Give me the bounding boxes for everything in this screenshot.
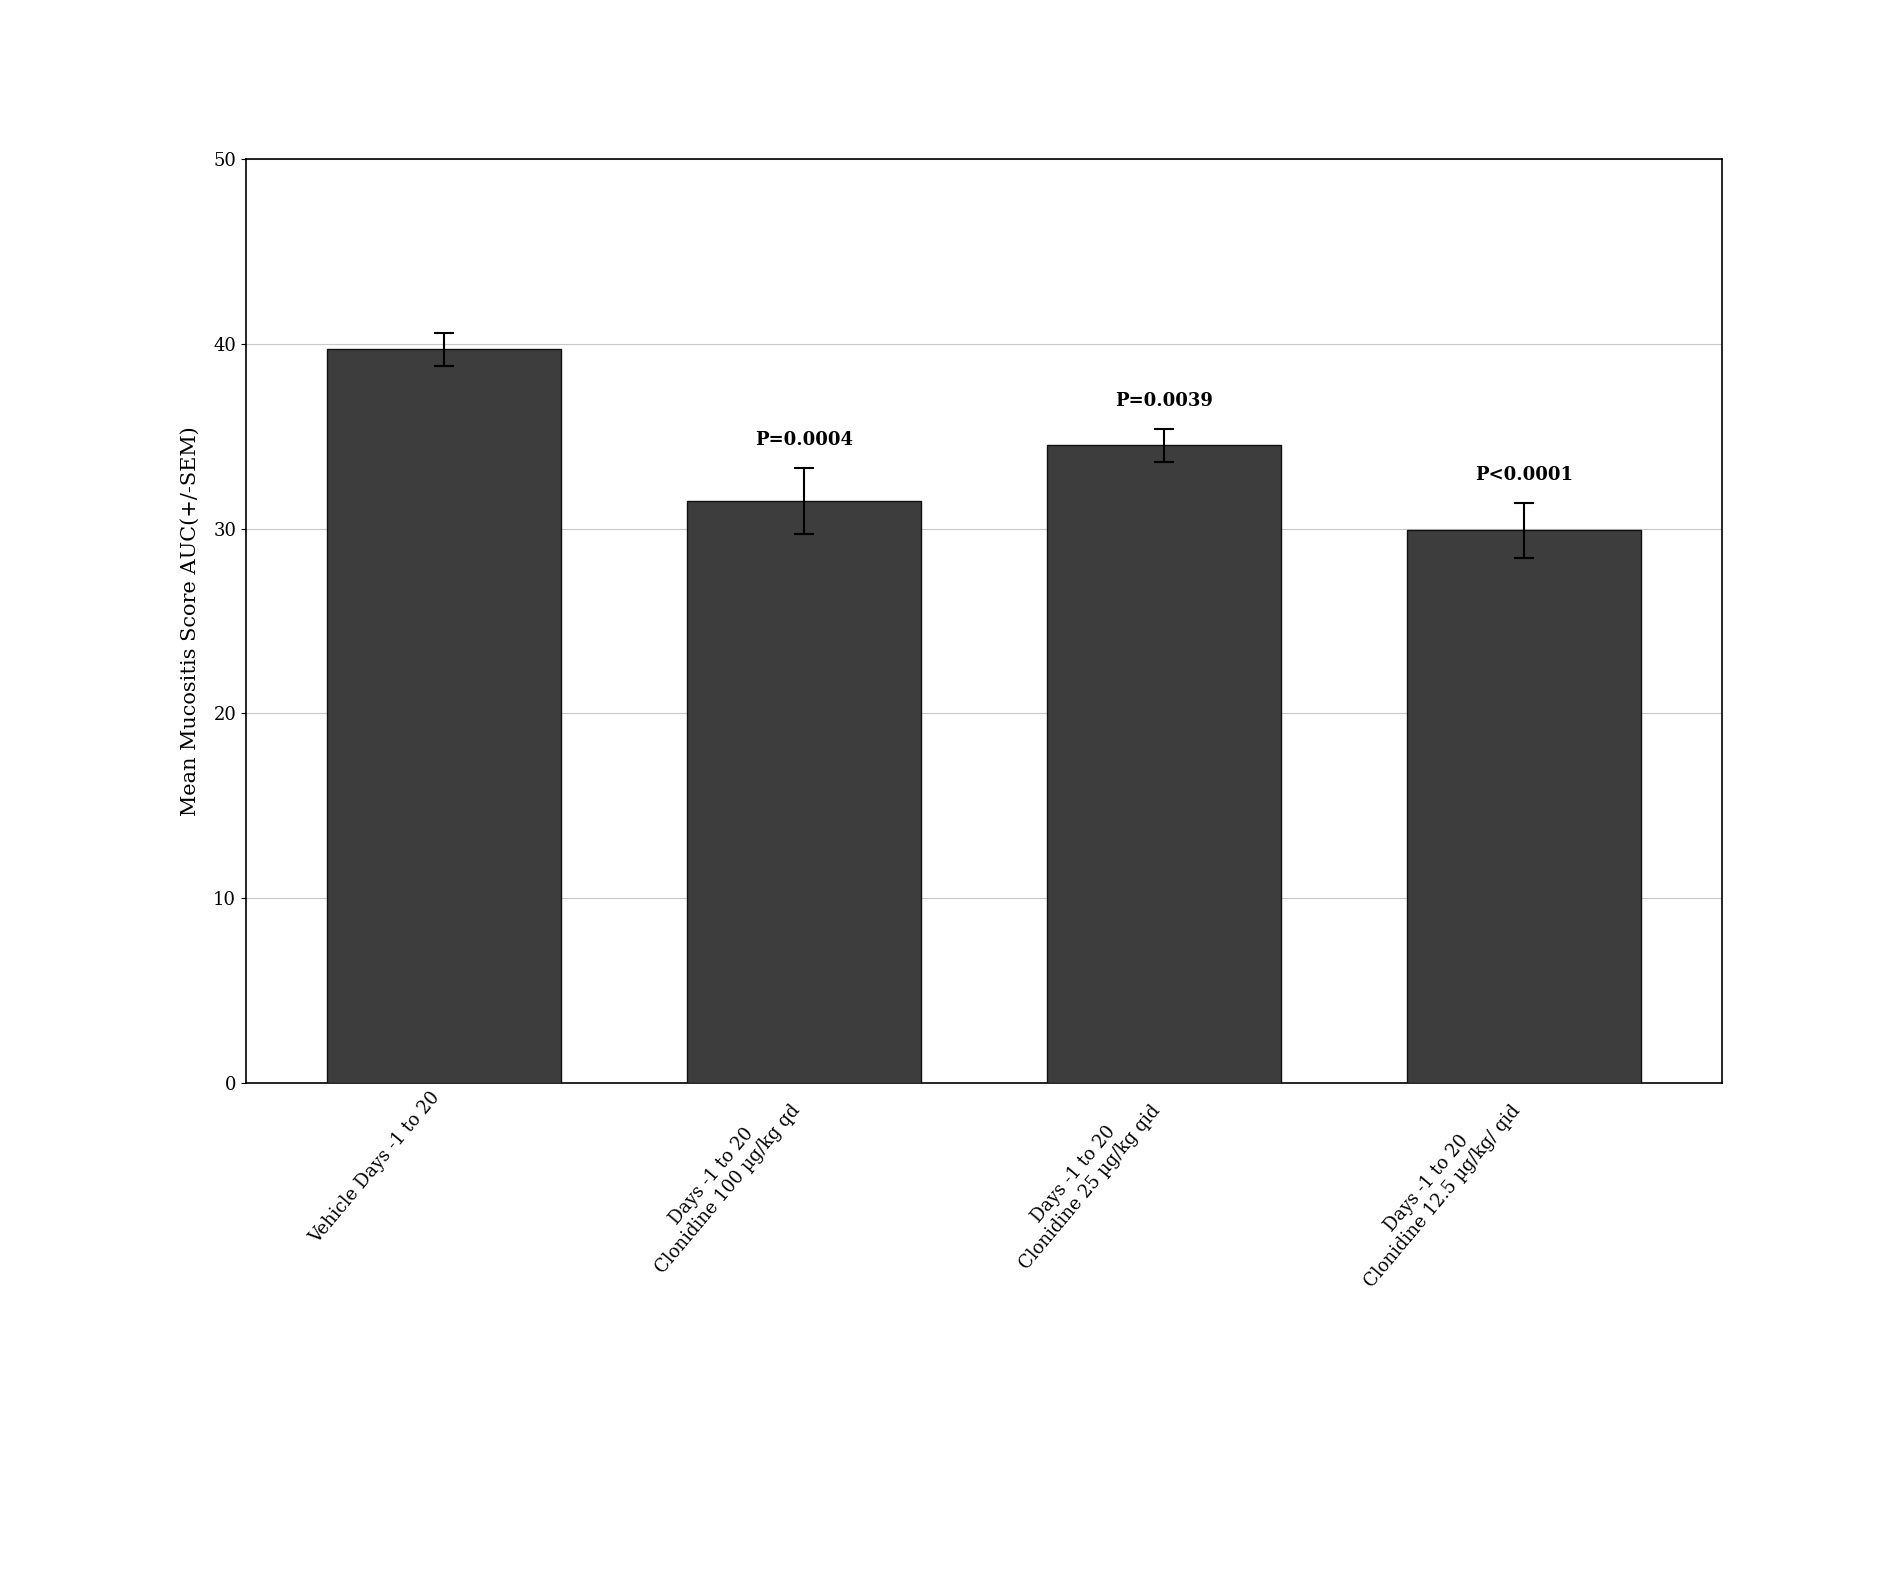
Text: P<0.0001: P<0.0001 (1474, 466, 1572, 484)
Bar (327, 349, 560, 1083)
Text: P=0.0004: P=0.0004 (755, 431, 853, 449)
Text: P=0.0039: P=0.0039 (1114, 392, 1213, 411)
Bar (1408, 530, 1640, 1083)
Bar (1046, 446, 1281, 1083)
Y-axis label: Mean Mucositis Score AUC(+/-SEM): Mean Mucositis Score AUC(+/-SEM) (180, 427, 199, 815)
Bar (687, 501, 921, 1083)
